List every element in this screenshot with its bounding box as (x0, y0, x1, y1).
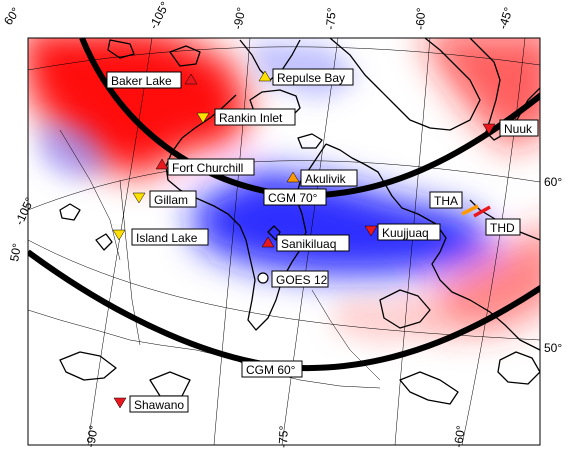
gulf-st-lawrence (379, 289, 431, 329)
svg-text:CGM 60°: CGM 60° (246, 363, 296, 377)
thd-track-segment (473, 205, 491, 218)
lon-label-top-105: -105° (146, 0, 172, 31)
station-label-rankin-inlet: Rankin Inlet (214, 108, 296, 126)
west-lakes (59, 203, 113, 251)
svg-text:CGM 70°: CGM 70° (268, 191, 318, 205)
coats-island (297, 133, 323, 149)
svg-text:Gillam: Gillam (154, 193, 188, 207)
lon-label-top-90: -90° (230, 6, 248, 31)
svg-text:Kuujjuaq: Kuujjuaq (382, 226, 429, 240)
svg-text:Island Lake: Island Lake (136, 231, 198, 245)
hudson-bay-west-coast (165, 94, 293, 331)
station-label-nuuk: Nuuk (499, 119, 539, 137)
cgm-70-label: CGM 70° (263, 188, 327, 206)
svg-text:Shawano: Shawano (134, 398, 184, 412)
kuujjuaq-triangle-down-icon (364, 225, 378, 237)
svg-text:GOES 12: GOES 12 (276, 273, 328, 287)
svg-text:Sanikiluaq: Sanikiluaq (281, 237, 336, 251)
station-label-goes-12: GOES 12 (271, 270, 329, 288)
lon-label-top-75: -75° (323, 7, 339, 30)
cgm-60-label: CGM 60° (241, 360, 303, 378)
lon-label-top-45: -45° (496, 5, 516, 31)
sanikiluaq-triangle-up-icon (261, 236, 275, 248)
station-markers (112, 70, 496, 409)
svg-text:THD: THD (490, 221, 515, 235)
nuuk-triangle-down-icon (482, 123, 496, 135)
rankin-inlet-triangle-down-icon (196, 112, 210, 124)
lon-label-bottom-75: -75° (276, 425, 291, 448)
svg-text:Nuuk: Nuuk (504, 122, 533, 136)
station-label-island-lake: Island Lake (131, 228, 209, 246)
station-label-baker-lake: Baker Lake (106, 71, 182, 89)
shawano-triangle-down-icon (113, 397, 127, 409)
station-label-gillam: Gillam (149, 190, 197, 208)
map-border (27, 37, 541, 446)
blue-region-west (40, 120, 110, 180)
lon-label-bottom-90: -90° (83, 424, 101, 448)
gillam-triangle-down-icon (132, 192, 146, 204)
fort-churchill-triangle-up-icon (155, 158, 169, 170)
lat-label-left-50: 50° (7, 242, 24, 262)
track-label-thd: THD (485, 218, 521, 236)
lon-label-top-60: -60° (413, 7, 428, 30)
repulse-bay-triangle-up-icon (258, 70, 272, 82)
lat-label-right-60: 60° (544, 175, 562, 189)
newfoundland (497, 351, 540, 385)
svg-text:Baker Lake: Baker Lake (111, 74, 172, 88)
station-label-sanikiluaq: Sanikiluaq (276, 234, 350, 252)
nova-scotia (399, 371, 459, 405)
station-label-fort-churchill: Fort Churchill (167, 158, 255, 176)
goes-12-circle-icon (257, 272, 269, 284)
belcher-islands (267, 225, 281, 241)
tha-track-segment (461, 204, 479, 216)
arctic-islands-north (107, 39, 201, 67)
svg-text:Repulse Bay: Repulse Bay (277, 71, 345, 85)
lat-label-right-50: 50° (544, 341, 562, 355)
lat-label-left-60: 60° (1, 5, 23, 28)
station-label-kuujjuaq: Kuujjuaq (377, 223, 441, 241)
baker-lake-triangle-up-icon (184, 73, 198, 85)
svg-text:Fort Churchill: Fort Churchill (172, 161, 243, 175)
island-lake-triangle-down-icon (112, 229, 126, 241)
station-labels: Baker Lake Repulse Bay Rankin Inlet Nuuk… (106, 68, 539, 413)
akulivik-triangle-up-icon (286, 171, 300, 183)
baffin-island (329, 38, 481, 131)
station-label-akulivik: Akulivik (300, 169, 358, 187)
lon-label-bottom-60: -60° (451, 424, 468, 448)
station-label-shawano: Shawano (129, 395, 189, 413)
track-label-tha: THA (429, 191, 463, 209)
great-lakes (59, 351, 191, 397)
station-label-repulse-bay: Repulse Bay (272, 68, 354, 86)
svg-text:Akulivik: Akulivik (305, 172, 347, 186)
svg-text:Rankin Inlet: Rankin Inlet (219, 111, 283, 125)
red-region-southeast (430, 220, 540, 330)
ungava-peninsula (325, 143, 540, 351)
svg-text:THA: THA (434, 194, 458, 208)
